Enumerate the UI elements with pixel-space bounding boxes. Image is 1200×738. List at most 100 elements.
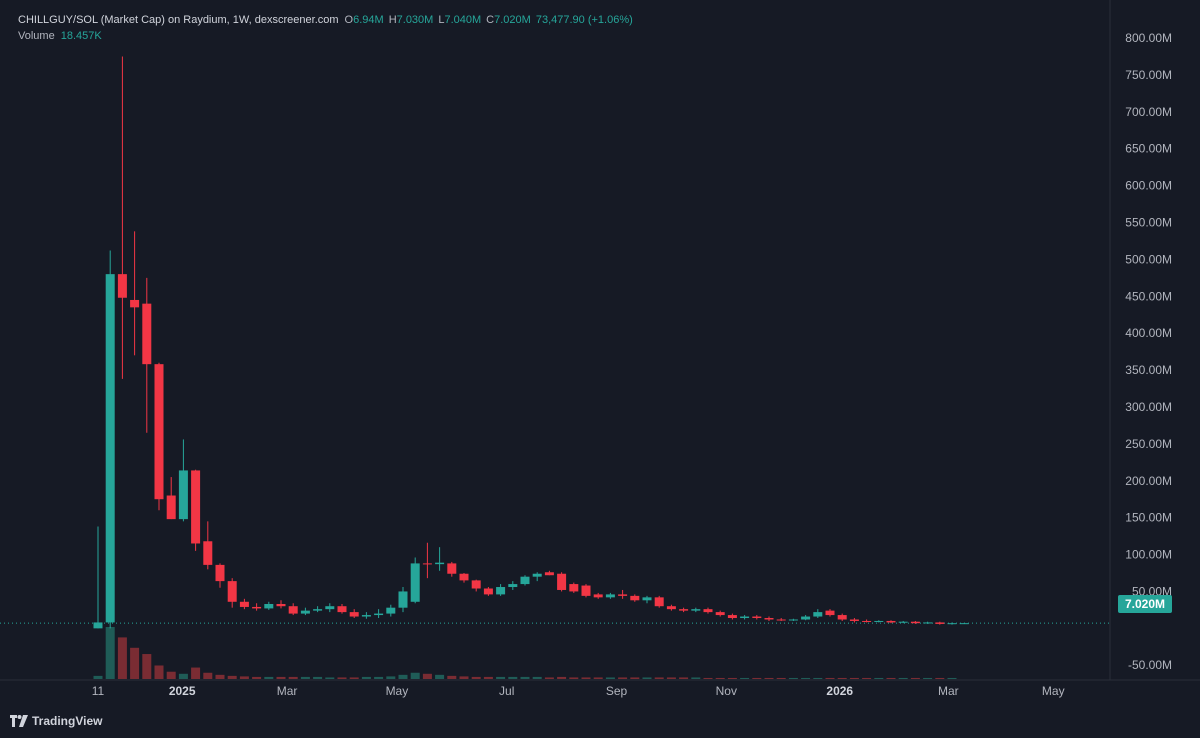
candle-body xyxy=(691,609,701,611)
x-tick-label: May xyxy=(1042,684,1065,698)
candle-body xyxy=(740,616,750,619)
candle-body xyxy=(227,581,237,602)
candle-body xyxy=(886,620,896,623)
volume-bar xyxy=(471,676,481,679)
close-key: C xyxy=(486,14,495,26)
volume-bar xyxy=(752,677,762,679)
candle-body xyxy=(837,615,847,620)
low-key: L xyxy=(438,14,445,26)
volume-bar xyxy=(788,677,798,679)
low-value: 7.040M xyxy=(444,14,482,26)
volume-label[interactable]: Volume xyxy=(18,30,55,42)
candle-body xyxy=(483,588,493,595)
candle-body xyxy=(325,606,335,610)
candle-body xyxy=(947,623,957,625)
candle-body xyxy=(252,606,262,609)
candle-body xyxy=(337,606,347,613)
volume-bar xyxy=(630,677,640,679)
candle-body xyxy=(496,587,506,595)
volume-bar xyxy=(923,677,933,679)
volume-bar xyxy=(679,677,689,679)
y-tick-label: 300.00M xyxy=(1125,400,1172,414)
candle-body xyxy=(801,616,811,620)
candle-body xyxy=(544,572,554,576)
x-tick-label: Sep xyxy=(606,684,628,698)
candle-body xyxy=(191,470,201,544)
candle-body xyxy=(508,584,518,588)
candle-body xyxy=(874,620,884,622)
volume-bar xyxy=(349,677,359,679)
chart-header: CHILLGUY/SOL (Market Cap) on Raydium, 1W… xyxy=(18,12,638,44)
volume-bar xyxy=(215,674,225,679)
candle-body xyxy=(154,364,164,500)
ohlc-legend: CHILLGUY/SOL (Market Cap) on Raydium, 1W… xyxy=(18,12,638,28)
volume-bar xyxy=(813,677,823,679)
y-tick-label: 400.00M xyxy=(1125,326,1172,340)
candle-body xyxy=(654,597,664,607)
x-tick-label: Jul xyxy=(499,684,514,698)
volume-bar xyxy=(276,676,286,679)
candle-body xyxy=(93,622,103,629)
tradingview-logo[interactable]: TradingView xyxy=(10,714,102,728)
candle-body xyxy=(215,564,225,582)
volume-bar xyxy=(105,627,115,679)
volume-bar xyxy=(947,677,957,679)
candle-body xyxy=(300,610,310,614)
volume-bar xyxy=(508,676,518,679)
open-key: O xyxy=(344,14,354,26)
last-price-badge: 7.020M xyxy=(1118,595,1172,613)
y-tick-label: 100.00M xyxy=(1125,548,1172,562)
volume-bar xyxy=(203,672,213,679)
y-tick-label: 250.00M xyxy=(1125,437,1172,451)
candle-body xyxy=(605,594,615,598)
candle-body xyxy=(630,595,640,601)
y-tick-label: 600.00M xyxy=(1125,179,1172,193)
volume-bar xyxy=(130,647,140,679)
candle-body xyxy=(532,573,542,577)
volume-bar xyxy=(386,676,396,679)
volume-bar xyxy=(557,676,567,679)
volume-bar xyxy=(605,677,615,679)
volume-bar xyxy=(666,677,676,679)
volume-bar xyxy=(252,676,262,679)
volume-bar xyxy=(569,677,579,679)
volume-bar xyxy=(300,676,310,679)
candle-body xyxy=(130,299,140,308)
candle-body xyxy=(862,620,872,622)
candle-body xyxy=(703,609,713,613)
volume-bar xyxy=(191,667,201,679)
volume-bar xyxy=(496,676,506,679)
candle-body xyxy=(276,603,286,607)
candle-body xyxy=(264,603,274,609)
y-tick-label: 500.00M xyxy=(1125,252,1172,266)
candle-body xyxy=(935,622,945,624)
volume-bar xyxy=(691,677,701,679)
change-value: 73,477.90 (+1.06%) xyxy=(535,14,633,26)
candle-body xyxy=(117,274,127,298)
x-tick-label: Mar xyxy=(938,684,959,698)
candle-body xyxy=(666,606,676,610)
x-tick-label: 2026 xyxy=(826,684,853,698)
candle-body xyxy=(288,606,298,614)
volume-bar xyxy=(483,676,493,679)
volume-bar xyxy=(142,654,152,679)
volume-bar xyxy=(398,674,408,679)
tradingview-logo-icon xyxy=(10,715,28,727)
volume-bar xyxy=(862,677,872,679)
volume-legend: Volume 18.457K xyxy=(18,28,638,44)
candle-body xyxy=(923,622,933,624)
volume-bar xyxy=(117,637,127,679)
volume-value: 18.457K xyxy=(60,30,102,42)
volume-bar xyxy=(435,674,445,679)
close-value: 7.020M xyxy=(494,14,531,26)
volume-bar xyxy=(654,677,664,679)
symbol-title[interactable]: CHILLGUY/SOL (Market Cap) on Raydium, 1W… xyxy=(18,14,339,26)
candle-body xyxy=(349,612,359,617)
candle-body xyxy=(410,563,420,602)
volume-bar xyxy=(227,675,237,679)
candle-body xyxy=(361,615,371,617)
candle-body xyxy=(435,562,445,565)
volume-bar xyxy=(313,676,323,679)
y-tick-label: -50.00M xyxy=(1128,658,1172,672)
